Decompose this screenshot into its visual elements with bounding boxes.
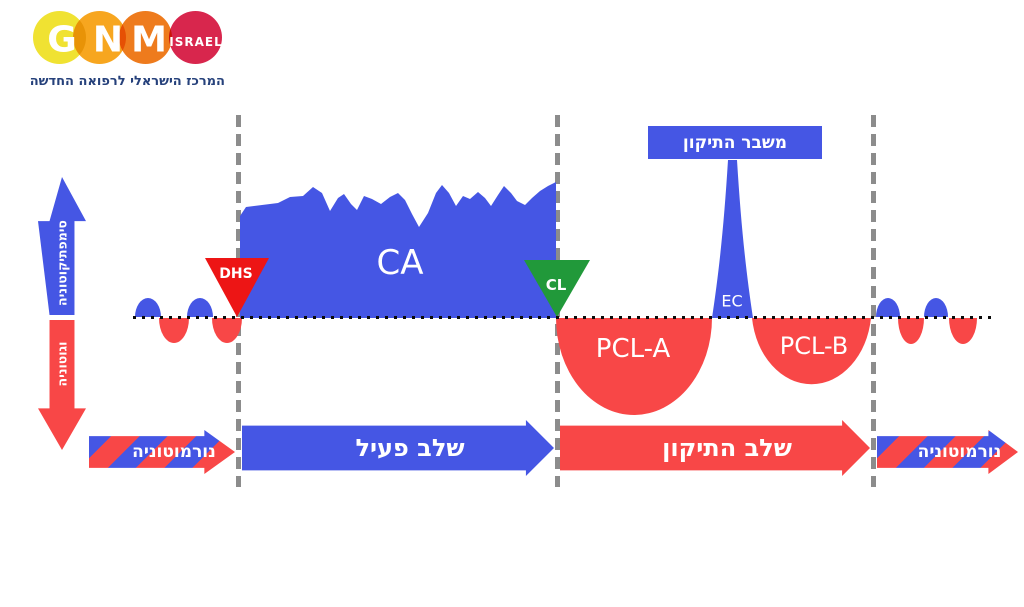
wave-red-left-2 xyxy=(212,318,242,343)
wave-blue-left-1 xyxy=(135,298,161,317)
active-phase-arrow: שלב פעיל xyxy=(242,420,554,476)
logo-circle-crimson xyxy=(169,11,222,64)
vagotonia-label: וגוטוניה xyxy=(54,341,70,387)
pcl-a-label: PCL-A xyxy=(595,334,671,364)
healing-crisis-box: משבר התיקון xyxy=(648,126,822,159)
ca-region xyxy=(240,182,556,318)
dhs-label: DHS xyxy=(219,266,253,282)
logo-country-label: ISRAEL xyxy=(169,35,223,49)
normotonia-left-arrow: נורמוטוניה xyxy=(89,430,235,474)
phase-separator-end xyxy=(871,115,876,487)
normotonia-baseline xyxy=(133,316,991,319)
cl-triangle xyxy=(524,260,590,317)
ec-label: EC xyxy=(721,291,743,311)
wave-red-left-1 xyxy=(159,318,189,343)
ca-label: CA xyxy=(376,243,424,283)
wave-red-right-1 xyxy=(898,318,924,344)
wave-blue-right-1 xyxy=(876,298,900,317)
logo-tagline: המרכז הישראלי לרפואה החדשה xyxy=(29,74,225,89)
sympathicotonia-label: סימפתיקוטוניה xyxy=(54,220,70,306)
logo-letter-m: M xyxy=(131,19,167,61)
logo-letter-n: N xyxy=(92,19,124,61)
normotonia-right-arrow: נורמוטוניה xyxy=(877,430,1018,474)
logo-circle-dark-orange xyxy=(119,11,172,64)
normotonia-right-label: נורמוטוניה xyxy=(917,442,1002,462)
normotonia-left-label: נורמוטוניה xyxy=(132,442,216,462)
healing-phase-arrow: שלב התיקון xyxy=(560,420,870,476)
pcl-b-region xyxy=(752,318,871,385)
ec-spike xyxy=(712,160,753,318)
healing-crisis-label: משבר התיקון xyxy=(682,132,788,153)
wave-blue-left-2 xyxy=(187,298,213,317)
wave-blue-right-2 xyxy=(924,298,948,317)
dhs-triangle xyxy=(205,258,269,317)
wave-red-right-2 xyxy=(949,318,977,344)
logo-letter-g: G xyxy=(47,19,77,61)
pcl-a-region xyxy=(556,318,712,415)
healing-phase-label: שלב התיקון xyxy=(662,434,792,462)
pcl-b-label: PCL-B xyxy=(779,332,849,360)
cl-label: CL xyxy=(545,276,567,294)
logo-circle-orange xyxy=(73,11,126,64)
active-phase-label: שלב פעיל xyxy=(355,434,465,462)
